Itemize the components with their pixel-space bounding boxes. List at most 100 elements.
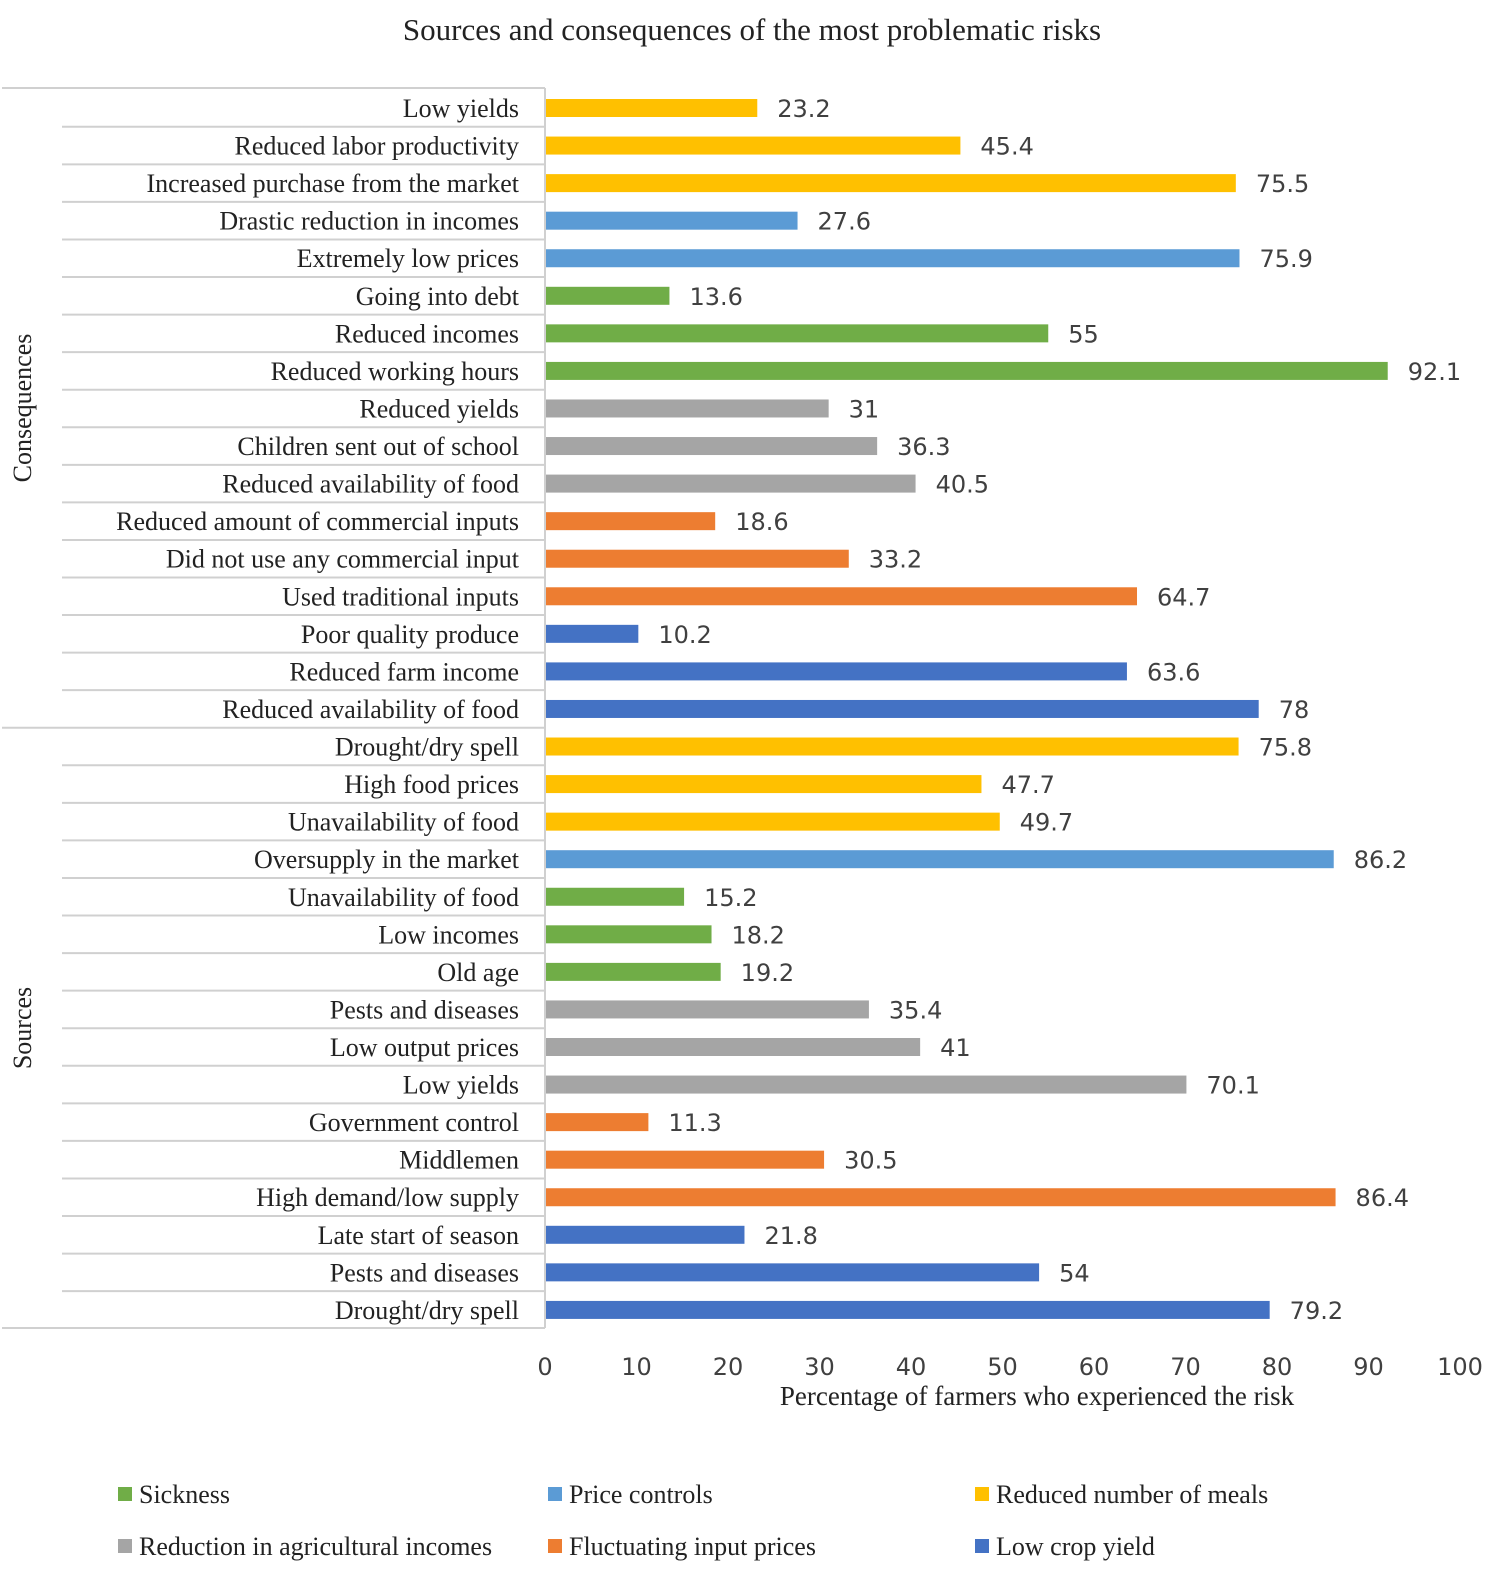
data-label: 15.2 [704,884,757,912]
legend-item: Reduced number of meals [975,1480,1268,1509]
x-tick-label: 90 [1353,1353,1384,1381]
bar [546,437,878,456]
bar [546,962,721,981]
data-label: 86.2 [1354,846,1407,874]
legend-swatch [118,1539,132,1553]
data-label: 55 [1068,320,1099,348]
bar [546,850,1334,869]
bar [546,361,1388,380]
x-axis-title: Percentage of farmers who experienced th… [780,1381,1295,1411]
category-label: Going into debt [356,282,520,311]
bar-row: Children sent out of school 36.3 [237,432,950,461]
category-label: Reduced availability of food [222,470,519,499]
legend-swatch [118,1487,132,1501]
data-label: 70.1 [1206,1072,1259,1100]
bar [546,925,712,944]
data-label: 10.2 [658,621,711,649]
category-label: Increased purchase from the market [147,169,520,198]
legend-label: Reduction in agricultural incomes [139,1532,492,1561]
bar-row: Government control 11.3 [309,1108,722,1137]
category-label: Children sent out of school [237,432,519,461]
category-label: Low output prices [330,1033,519,1062]
x-tick-label: 20 [713,1353,744,1381]
legend-label: Fluctuating input prices [569,1532,816,1561]
x-tick-label: 100 [1437,1353,1483,1381]
category-label: Late start of season [318,1221,519,1250]
legend-swatch [975,1539,989,1553]
bar-row: High food prices 47.7 [344,770,1055,799]
data-label: 75.8 [1259,734,1312,762]
bar [546,324,1049,343]
bar [546,1113,649,1132]
category-label: Drastic reduction in incomes [219,207,519,236]
bar-row: Drastic reduction in incomes 27.6 [219,207,871,236]
data-label: 23.2 [777,95,830,123]
bar-row: Pests and diseases 54 [330,1258,1090,1287]
bar-row: Used traditional inputs 64.7 [282,582,1210,611]
category-label: Drought/dry spell [335,1296,519,1325]
bar [546,286,670,305]
legend: Sickness Price controls Reduced number of … [118,1480,1268,1561]
legend-item: Fluctuating input prices [548,1532,816,1561]
category-label: Government control [309,1108,519,1137]
bar-row: Going into debt 13.6 [356,282,743,311]
x-tick-label: 0 [537,1353,552,1381]
chart-title: Sources and consequences of the most pro… [403,12,1101,47]
legend-label: Low crop yield [996,1532,1155,1561]
data-label: 18.6 [735,508,788,536]
bar [546,174,1236,193]
legend-item: Sickness [118,1480,230,1509]
bar-row: Drought/dry spell 75.8 [335,733,1312,762]
bar-row: Low output prices 41 [330,1033,971,1062]
data-label: 19.2 [741,959,794,987]
group-label-consequences: Consequences [8,334,37,483]
data-label: 86.4 [1356,1184,1409,1212]
category-label: Reduced yields [359,394,519,423]
bar-row: Reduced availability of food 40.5 [222,470,989,499]
bar [546,549,849,568]
data-label: 64.7 [1157,583,1210,611]
legend-swatch [548,1539,562,1553]
x-tick-label: 40 [896,1353,927,1381]
data-label: 36.3 [897,433,950,461]
bar-row: Drought/dry spell 79.2 [335,1296,1343,1325]
category-label: Low yields [403,1071,519,1100]
group-label-sources: Sources [8,987,37,1069]
bar-row: Increased purchase from the market 75.5 [147,169,1310,198]
bar [546,699,1259,718]
bar [546,737,1239,756]
category-label: Reduced availability of food [222,695,519,724]
bar-row: Extremely low prices 75.9 [297,244,1313,273]
data-label: 75.9 [1259,245,1312,273]
category-label: High food prices [344,770,519,799]
bar-row: Reduced farm income 63.6 [289,657,1200,686]
bar [546,211,798,230]
data-label: 33.2 [869,546,922,574]
bar [546,587,1138,606]
category-label: Oversupply in the market [254,845,520,874]
data-label: 11.3 [668,1109,721,1137]
data-label: 35.4 [889,996,942,1024]
bar [546,624,639,643]
bar [546,249,1240,268]
category-label: Unavailability of food [288,883,519,912]
category-label: Reduced incomes [335,319,519,348]
legend-label: Price controls [569,1480,713,1509]
bar-row: Reduced availability of food 78 [222,695,1309,724]
x-tick-label: 60 [1079,1353,1110,1381]
category-label: Old age [437,958,519,987]
legend-label: Reduced number of meals [996,1480,1268,1509]
data-label: 13.6 [689,283,742,311]
bar-row: Reduced working hours 92.1 [271,357,1462,386]
bar-row: Middlemen 30.5 [399,1146,897,1175]
data-label: 47.7 [1001,771,1054,799]
bar-row: Unavailability of food 49.7 [288,808,1073,837]
data-label: 75.5 [1256,170,1309,198]
bar [546,512,716,531]
category-label: Did not use any commercial input [166,545,520,574]
legend-swatch [548,1487,562,1501]
category-label: Pests and diseases [330,1258,519,1287]
bar [546,1300,1270,1319]
bar-row: Reduced incomes 55 [335,319,1099,348]
data-label: 30.5 [844,1147,897,1175]
